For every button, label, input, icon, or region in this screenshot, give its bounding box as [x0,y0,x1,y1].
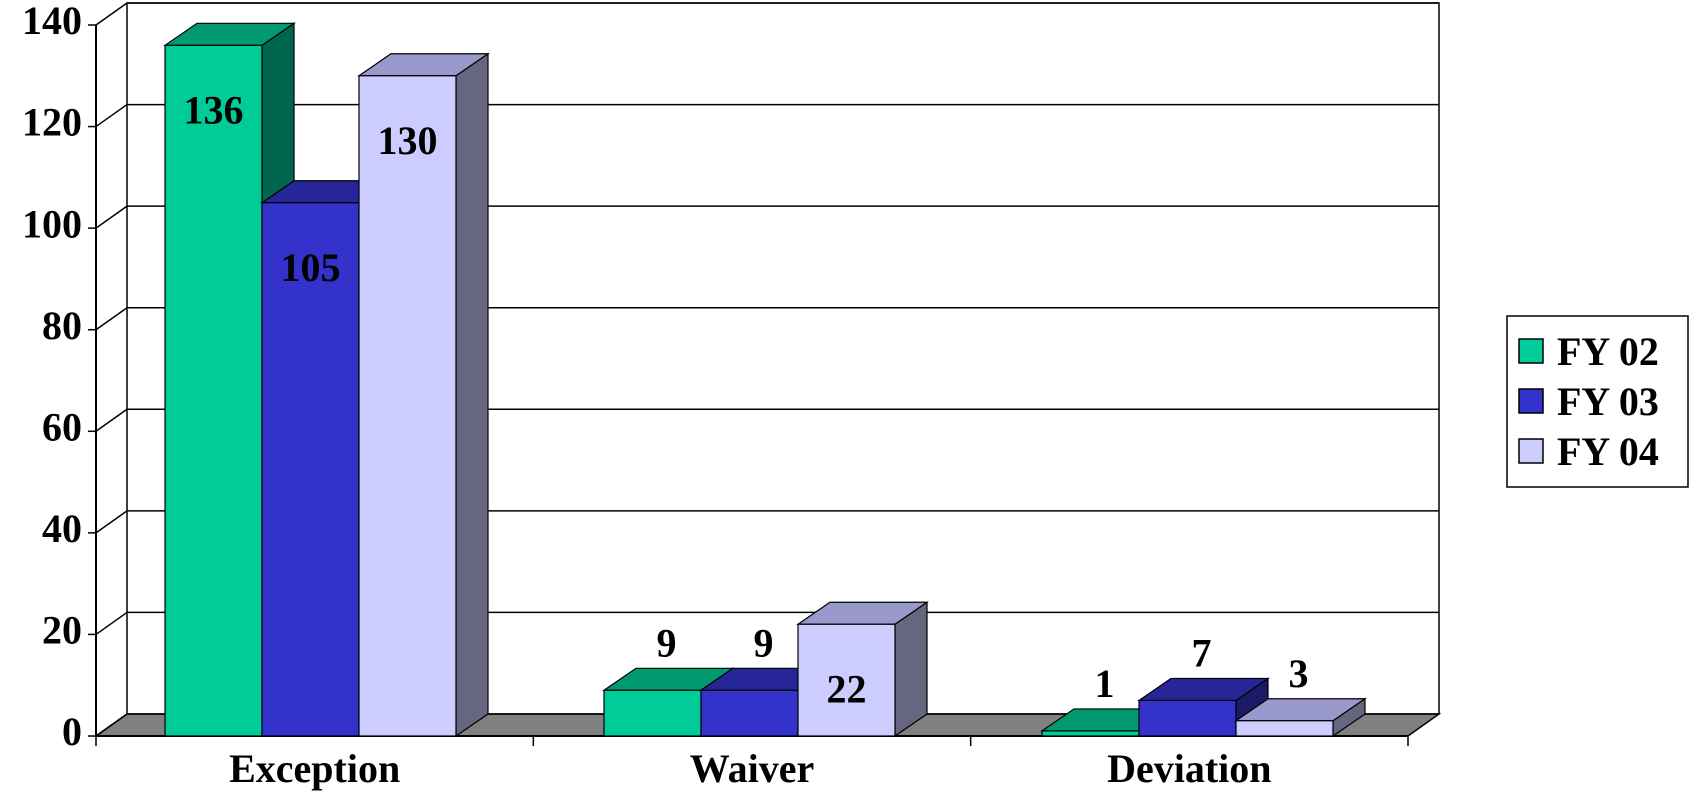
y-tick-label: 40 [42,506,82,551]
data-label: 136 [184,87,244,132]
legend-label: FY 04 [1557,429,1659,474]
bar-front [164,44,263,737]
data-label: 7 [1192,630,1212,675]
gridline-diagonal [95,205,128,229]
x-category-label: Waiver [690,746,814,791]
bar-front [1041,730,1140,737]
bar-front [700,689,799,737]
data-label: 1 [1095,661,1115,706]
y-tick-label: 20 [42,608,82,653]
bar-front [603,689,702,737]
bar-side [455,52,489,738]
legend: FY 02 FY 03 FY 04 [1506,315,1689,488]
y-tick-label: 80 [42,303,82,348]
legend-label: FY 03 [1557,379,1659,424]
x-category-label: Exception [229,746,400,791]
gridline-diagonal [95,611,128,636]
value-labels: 136 105 130 9 9 22 1 7 3 [184,87,1309,711]
gridline-diagonal [95,307,128,331]
bar [796,601,929,738]
bar-front [1235,720,1334,737]
legend-swatch [1518,388,1544,414]
bar [1234,697,1367,738]
bars [163,22,1367,738]
gridline-diagonal [95,2,128,26]
y-tick-label: 0 [62,709,82,754]
legend-swatch [1518,338,1544,364]
bar-front [358,75,457,737]
legend-swatch [1518,438,1544,464]
axes: 0 20 40 60 80 100 120 140 Exception Waiver Deviati… [22,0,1409,791]
gridline-diagonal [95,103,128,128]
bar [357,52,490,738]
data-label: 9 [754,620,774,665]
bar-front [1138,699,1237,737]
gridline-diagonal [95,408,128,432]
data-label: 9 [657,620,677,665]
data-label: 105 [281,245,341,290]
y-tick-label: 120 [22,100,82,145]
y-tick-label: 100 [22,201,82,246]
bar [1137,677,1270,738]
data-label: 3 [1289,651,1309,696]
x-category-label: Deviation [1107,746,1271,791]
y-tick-label: 60 [42,404,82,449]
bar-front [797,623,896,737]
data-label: 130 [378,118,438,163]
bar-front [261,202,360,737]
data-label: 22 [827,666,867,711]
legend-label: FY 02 [1557,329,1659,374]
gridline-diagonal [95,713,128,737]
gridline-diagonal [95,510,128,534]
bar-side [894,601,928,738]
y-tick-label: 140 [22,0,82,43]
